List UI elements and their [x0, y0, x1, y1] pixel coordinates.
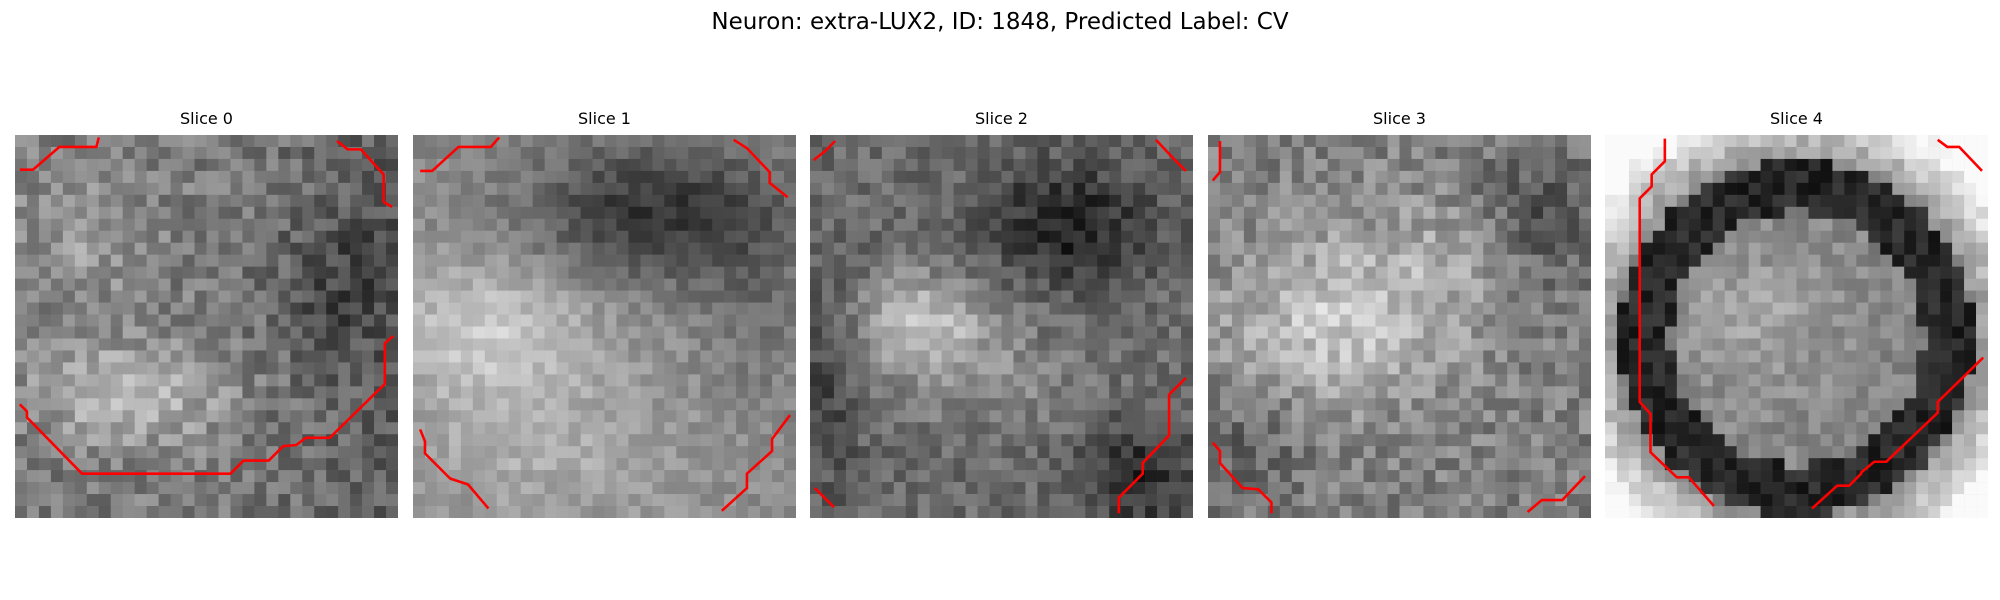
slice-0-pixels: [15, 135, 398, 518]
slice-1-contour-bottom-left: [420, 429, 488, 508]
slice-4-contour-top-left: [1640, 139, 1714, 506]
slice-0-contour-bottom: [20, 336, 393, 474]
slice-0-image: [15, 135, 398, 518]
slice-3-contour-bottom-right: [1528, 476, 1585, 512]
slice-2-contour-bottom-left: [815, 488, 834, 507]
slice-4-contour-top-right: [1938, 140, 1982, 171]
slice-4-contour-bottom-right: [1812, 358, 1983, 509]
slice-3-title: Slice 3: [1373, 109, 1426, 128]
slice-1-title: Slice 1: [578, 109, 631, 128]
slice-0-title: Slice 0: [180, 109, 233, 128]
slice-1-pixels: [413, 135, 796, 518]
slice-2-contour-bottom-right: [1119, 378, 1186, 513]
slice-1-contour-top-right: [734, 140, 788, 197]
slice-2-contour-top-left: [814, 141, 836, 160]
slice-1-contour-top-left: [420, 137, 499, 171]
slice-1-panel: Slice 1: [413, 108, 796, 518]
slice-3-panel: Slice 3: [1208, 108, 1591, 518]
slice-3-contour-top-left: [1213, 141, 1220, 180]
slice-2-title: Slice 2: [975, 109, 1028, 128]
slice-0-contour-top-left: [20, 137, 99, 169]
slice-4-pixels: [1605, 135, 1988, 518]
slice-2-pixels: [810, 135, 1193, 518]
slice-2-image: [810, 135, 1193, 518]
figure-title: Neuron: extra-LUX2, ID: 1848, Predicted …: [711, 9, 1289, 35]
slice-4-title: Slice 4: [1770, 109, 1823, 128]
slice-2-panel: Slice 2: [810, 108, 1193, 518]
slice-4-image: [1605, 135, 1988, 518]
slice-2-contour-top-right: [1156, 140, 1186, 171]
slice-3-image: [1208, 135, 1591, 518]
slice-0-panel: Slice 0: [15, 108, 398, 518]
slice-0-contour-top-right: [337, 141, 392, 207]
slice-1-contour-bottom-right: [722, 415, 790, 511]
slice-4-panel: Slice 4: [1605, 108, 1988, 518]
slice-3-pixels: [1208, 135, 1591, 518]
slice-1-image: [413, 135, 796, 518]
slice-3-contour-bottom-left: [1213, 443, 1272, 514]
